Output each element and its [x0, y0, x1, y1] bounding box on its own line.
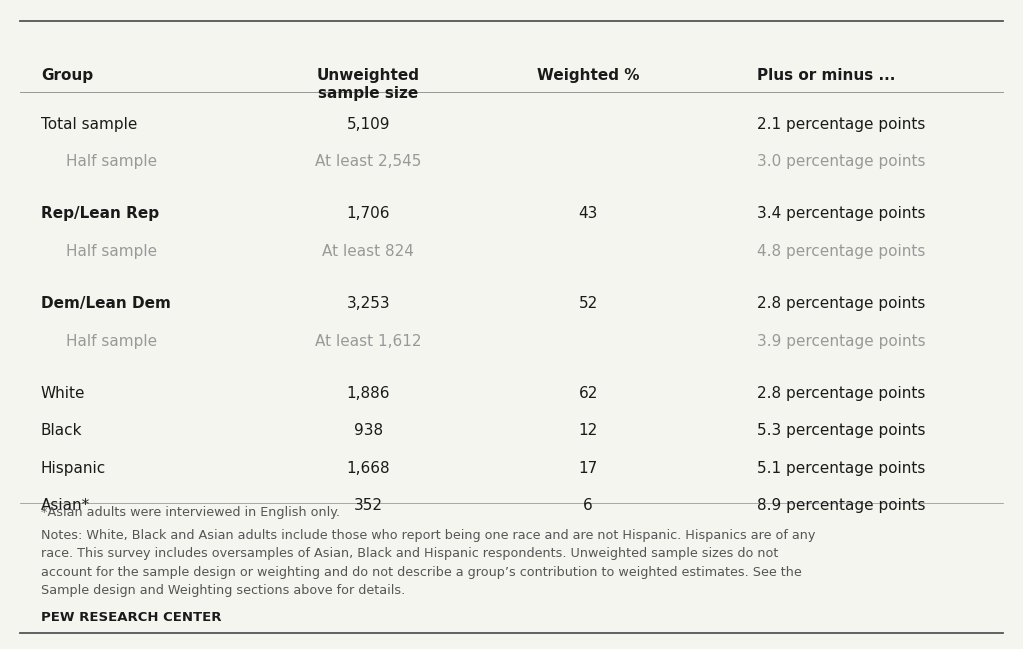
Text: 43: 43 — [579, 206, 597, 221]
Text: 6: 6 — [583, 498, 593, 513]
Text: 8.9 percentage points: 8.9 percentage points — [757, 498, 926, 513]
Text: 3.4 percentage points: 3.4 percentage points — [757, 206, 926, 221]
Text: 1,668: 1,668 — [347, 461, 390, 476]
Text: 17: 17 — [579, 461, 597, 476]
Text: Dem/Lean Dem: Dem/Lean Dem — [41, 296, 171, 311]
Text: 1,706: 1,706 — [347, 206, 390, 221]
Text: Group: Group — [41, 68, 93, 83]
Text: 5,109: 5,109 — [347, 117, 390, 132]
Text: 2.1 percentage points: 2.1 percentage points — [757, 117, 926, 132]
Text: Black: Black — [41, 423, 83, 438]
Text: 3,253: 3,253 — [347, 296, 390, 311]
Text: Plus or minus ...: Plus or minus ... — [757, 68, 895, 83]
Text: 938: 938 — [354, 423, 383, 438]
Text: At least 1,612: At least 1,612 — [315, 334, 421, 349]
Text: Total sample: Total sample — [41, 117, 137, 132]
Text: Half sample: Half sample — [66, 154, 158, 169]
Text: *Asian adults were interviewed in English only.: *Asian adults were interviewed in Englis… — [41, 506, 340, 519]
Text: 5.1 percentage points: 5.1 percentage points — [757, 461, 926, 476]
Text: Hispanic: Hispanic — [41, 461, 106, 476]
Text: 3.0 percentage points: 3.0 percentage points — [757, 154, 926, 169]
Text: 62: 62 — [579, 386, 597, 400]
Text: Weighted %: Weighted % — [537, 68, 639, 83]
Text: 3.9 percentage points: 3.9 percentage points — [757, 334, 926, 349]
Text: Notes: White, Black and Asian adults include those who report being one race and: Notes: White, Black and Asian adults inc… — [41, 529, 815, 598]
Text: PEW RESEARCH CENTER: PEW RESEARCH CENTER — [41, 611, 221, 624]
Text: 5.3 percentage points: 5.3 percentage points — [757, 423, 926, 438]
Text: 52: 52 — [579, 296, 597, 311]
Text: 2.8 percentage points: 2.8 percentage points — [757, 386, 926, 400]
Text: 1,886: 1,886 — [347, 386, 390, 400]
Text: 12: 12 — [579, 423, 597, 438]
Text: At least 824: At least 824 — [322, 244, 414, 259]
Text: Asian*: Asian* — [41, 498, 90, 513]
Text: 2.8 percentage points: 2.8 percentage points — [757, 296, 926, 311]
Text: At least 2,545: At least 2,545 — [315, 154, 421, 169]
Text: Half sample: Half sample — [66, 334, 158, 349]
Text: 4.8 percentage points: 4.8 percentage points — [757, 244, 926, 259]
Text: Rep/Lean Rep: Rep/Lean Rep — [41, 206, 159, 221]
Text: Half sample: Half sample — [66, 244, 158, 259]
Text: White: White — [41, 386, 85, 400]
Text: Unweighted
sample size: Unweighted sample size — [317, 68, 419, 101]
Text: 352: 352 — [354, 498, 383, 513]
